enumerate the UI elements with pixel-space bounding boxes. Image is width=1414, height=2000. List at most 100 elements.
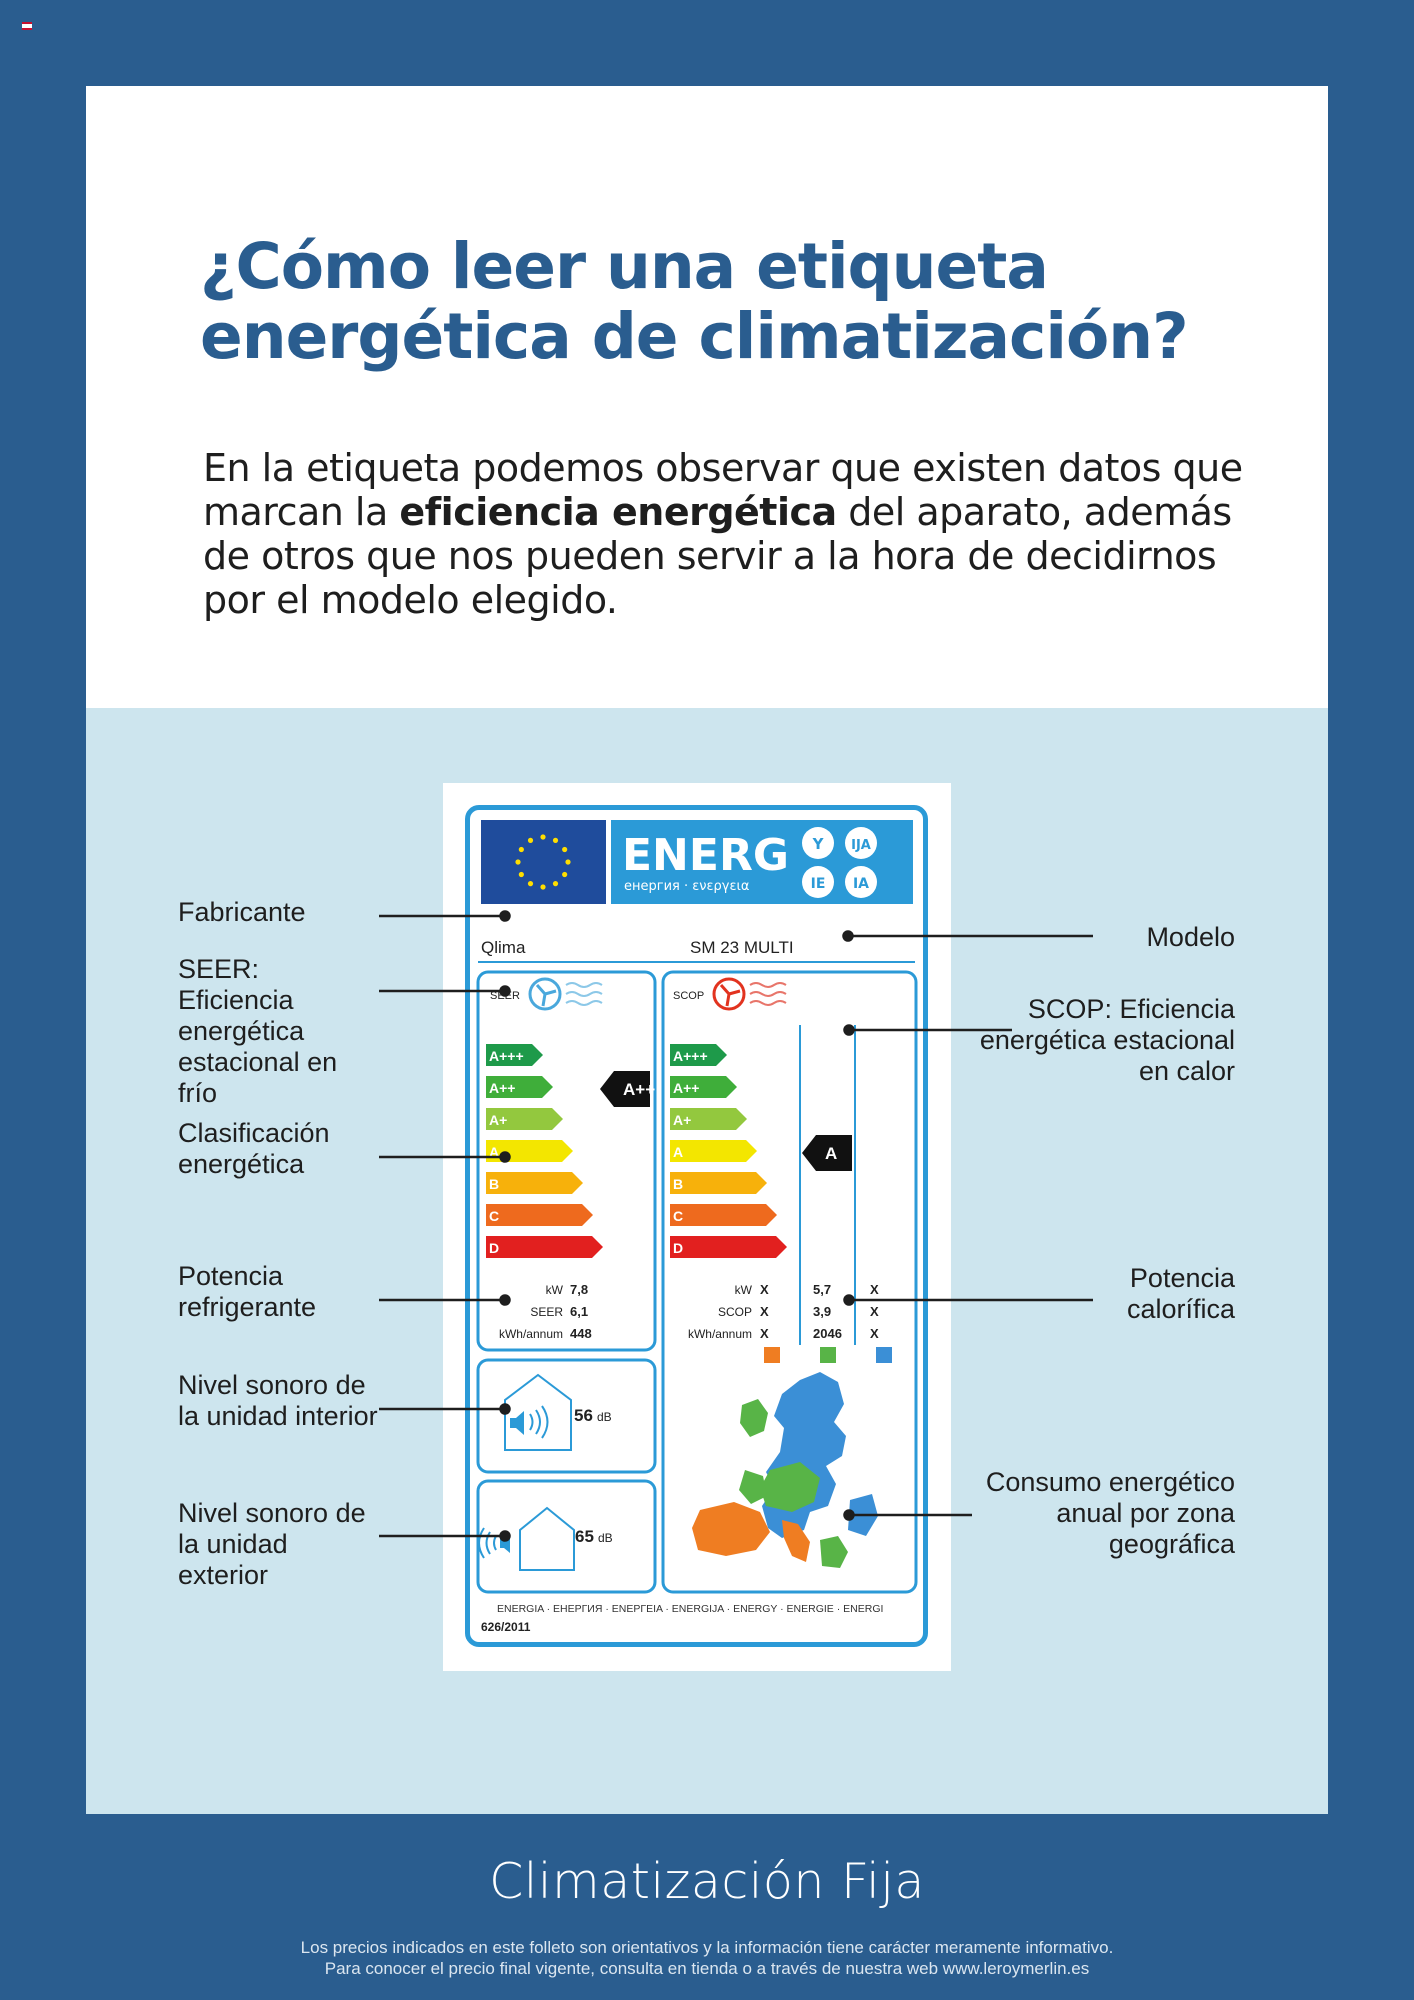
energ-word: ENERG — [622, 830, 789, 881]
cooling-class-bar — [486, 1204, 593, 1226]
snowflake-fan-icon — [528, 977, 603, 1011]
eu-star — [562, 871, 568, 878]
cooling-row-unit: kW — [546, 1283, 564, 1297]
cooling-class-bar — [486, 1044, 543, 1066]
page-title: ¿Cómo leer una etiqueta energética de cl… — [200, 230, 1189, 373]
cooling-class-label: C — [489, 1208, 499, 1224]
heating-row-unit: SCOP — [718, 1305, 752, 1319]
heating-row-unit: kWh/annum — [688, 1327, 752, 1341]
scop-tag: SCOP — [673, 990, 704, 1002]
heat-fan-icon — [712, 977, 787, 1011]
footer-disclaimer-line2: Para conocer el precio final vigente, co… — [324, 1959, 1090, 1978]
heating-class-label: A++ — [673, 1080, 699, 1096]
indoor-noise-value: 56 — [574, 1406, 593, 1425]
eu-star — [562, 846, 568, 853]
cooling-row-value: 6,1 — [570, 1304, 588, 1319]
cooling-class-bar — [486, 1076, 553, 1098]
heating-row-value: X — [870, 1282, 879, 1297]
eu-star — [515, 859, 521, 865]
energ-subtitle: енергия · ενεργεια — [624, 879, 750, 894]
heating-class-bar — [670, 1044, 727, 1066]
cooling-class-bar — [486, 1108, 563, 1130]
heating-class-label: B — [673, 1176, 683, 1192]
annotation-outdoor-noise: Nivel sonoro de la unidad exterior — [178, 1498, 366, 1590]
heating-row-value: X — [870, 1326, 879, 1341]
eu-star — [527, 837, 534, 843]
heating-class-bar — [670, 1236, 787, 1258]
lang-code-ija: IJA — [851, 838, 871, 853]
annotation-leaders — [379, 910, 1093, 1542]
cooling-class-bar — [486, 1236, 603, 1258]
eu-flag — [481, 820, 606, 904]
eu-star — [552, 881, 559, 887]
heating-class-bar — [670, 1140, 757, 1162]
annotation-annual-consumption: Consumo energético anual por zona geográ… — [985, 1467, 1235, 1559]
cooling-row-value: 448 — [570, 1326, 592, 1341]
eu-star — [552, 837, 559, 843]
cooling-row-unit: kWh/annum — [499, 1327, 563, 1341]
climate-zone-swatch — [876, 1347, 892, 1363]
heating-class-label: C — [673, 1208, 683, 1224]
intro-text-start: En la etiqueta podemos observar que exis… — [203, 446, 1243, 534]
heating-class-label: A+ — [673, 1112, 691, 1128]
label-manufacturer: Qlima — [481, 938, 526, 957]
lang-code-ia: IA — [853, 876, 869, 892]
indoor-noise-unit: dB — [597, 1410, 612, 1424]
europe-climate-map — [692, 1372, 878, 1568]
climate-zone-swatches — [764, 1347, 892, 1363]
cooling-class-label: A+ — [489, 1112, 507, 1128]
heating-row-value: X — [760, 1304, 769, 1319]
header-card — [86, 86, 1328, 708]
eu-star — [518, 871, 524, 878]
annotation-manufacturer: Fabricante — [178, 897, 306, 927]
cooling-row-unit: SEER — [530, 1305, 563, 1319]
heating-class-label: A+++ — [673, 1048, 708, 1064]
heating-row-value: 2046 — [813, 1326, 842, 1341]
eu-star — [565, 859, 571, 865]
indoor-noise-panel — [476, 1358, 657, 1474]
lang-code-ie: IE — [811, 876, 826, 892]
lang-code-y: Y — [812, 835, 825, 853]
cooling-class-label: B — [489, 1176, 499, 1192]
heating-row-unit: kW — [735, 1283, 753, 1297]
heating-class-label: D — [673, 1240, 683, 1256]
heating-row-value: X — [760, 1326, 769, 1341]
cooling-class-label: A — [489, 1144, 499, 1160]
outdoor-noise-unit: dB — [598, 1531, 613, 1545]
heating-class-pointer — [802, 1135, 852, 1171]
heating-class-bar — [670, 1108, 747, 1130]
eu-star — [527, 881, 534, 887]
cooling-class-label: A+++ — [489, 1048, 524, 1064]
climate-zone-swatch — [764, 1347, 780, 1363]
cooling-values-table: kW 7,8 SEER 6,1 kWh/annum 448 — [499, 1282, 592, 1341]
annotation-cooling-power: Potencia refrigerante — [178, 1261, 317, 1322]
cooling-row-value: 7,8 — [570, 1282, 588, 1297]
annotation-indoor-noise: Nivel sonoro de la unidad interior — [178, 1370, 378, 1431]
cooling-panel — [476, 970, 657, 1352]
eu-star — [540, 834, 546, 840]
cooling-class-pointer — [600, 1071, 650, 1107]
cooling-class-bar — [486, 1172, 583, 1194]
annotation-model: Modelo — [1146, 922, 1235, 952]
flag-icon — [22, 22, 32, 30]
intro-highlight: eficiencia energética — [399, 490, 837, 534]
outdoor-noise-value: 65 — [575, 1527, 594, 1546]
heating-class-pointer-label: A — [825, 1144, 837, 1163]
annotation-heating-power: Potencia calorífica — [1126, 1263, 1235, 1324]
heating-class-bar — [670, 1076, 737, 1098]
label-model: SM 23 MULTI — [690, 938, 794, 957]
heating-row-value: 3,9 — [813, 1304, 831, 1319]
language-codes: Y IJA IE IA — [802, 827, 877, 898]
eu-stars — [515, 834, 571, 890]
heating-row-value: 5,7 — [813, 1282, 831, 1297]
footer-disclaimer-line1: Los precios indicados en este folleto so… — [300, 1938, 1114, 1957]
heating-class-bar — [670, 1204, 777, 1226]
cooling-class-label: D — [489, 1240, 499, 1256]
cooling-class-label: A++ — [489, 1080, 515, 1096]
cooling-class-pointer-label: A++ — [623, 1080, 655, 1099]
indoor-unit-icon — [504, 1373, 572, 1451]
outdoor-unit-icon — [478, 1506, 575, 1571]
footer-section-title: Climatización Fija — [489, 1853, 925, 1910]
